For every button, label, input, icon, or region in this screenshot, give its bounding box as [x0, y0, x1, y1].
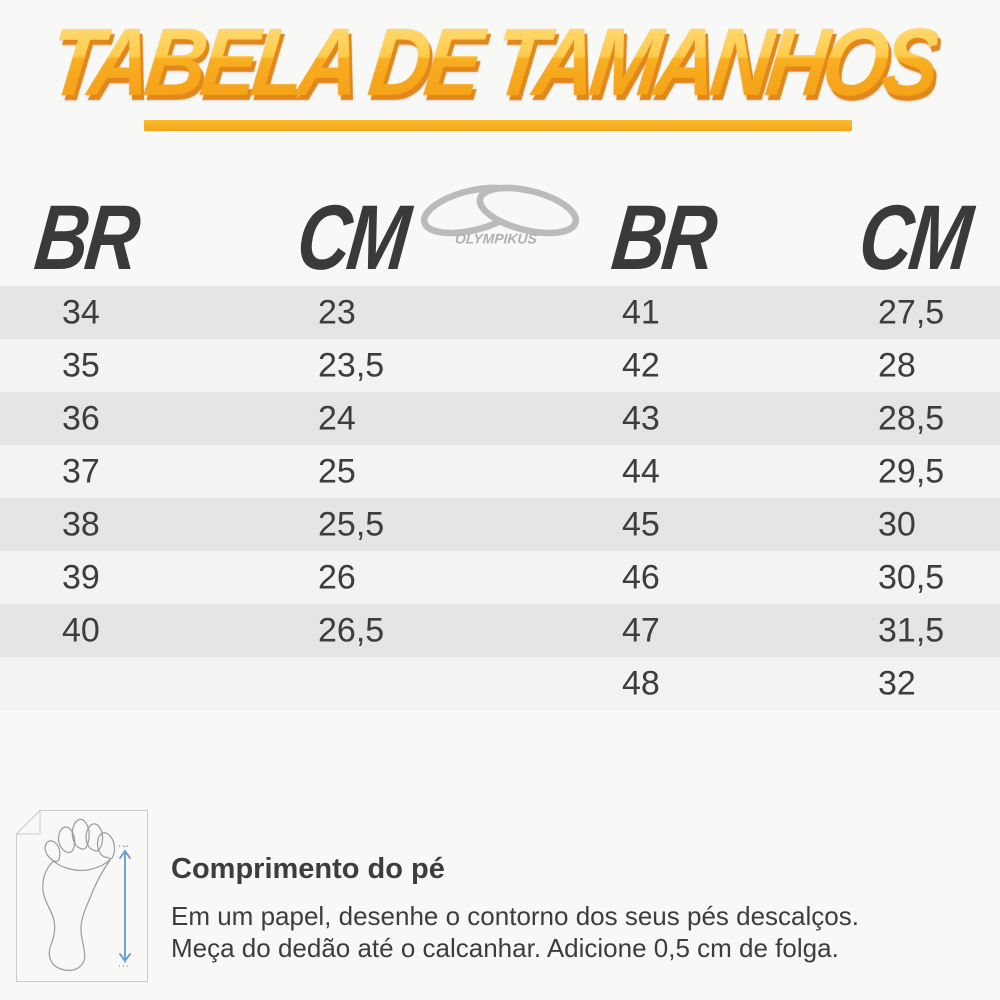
- svg-text:OLYMPIKUS: OLYMPIKUS: [455, 230, 539, 246]
